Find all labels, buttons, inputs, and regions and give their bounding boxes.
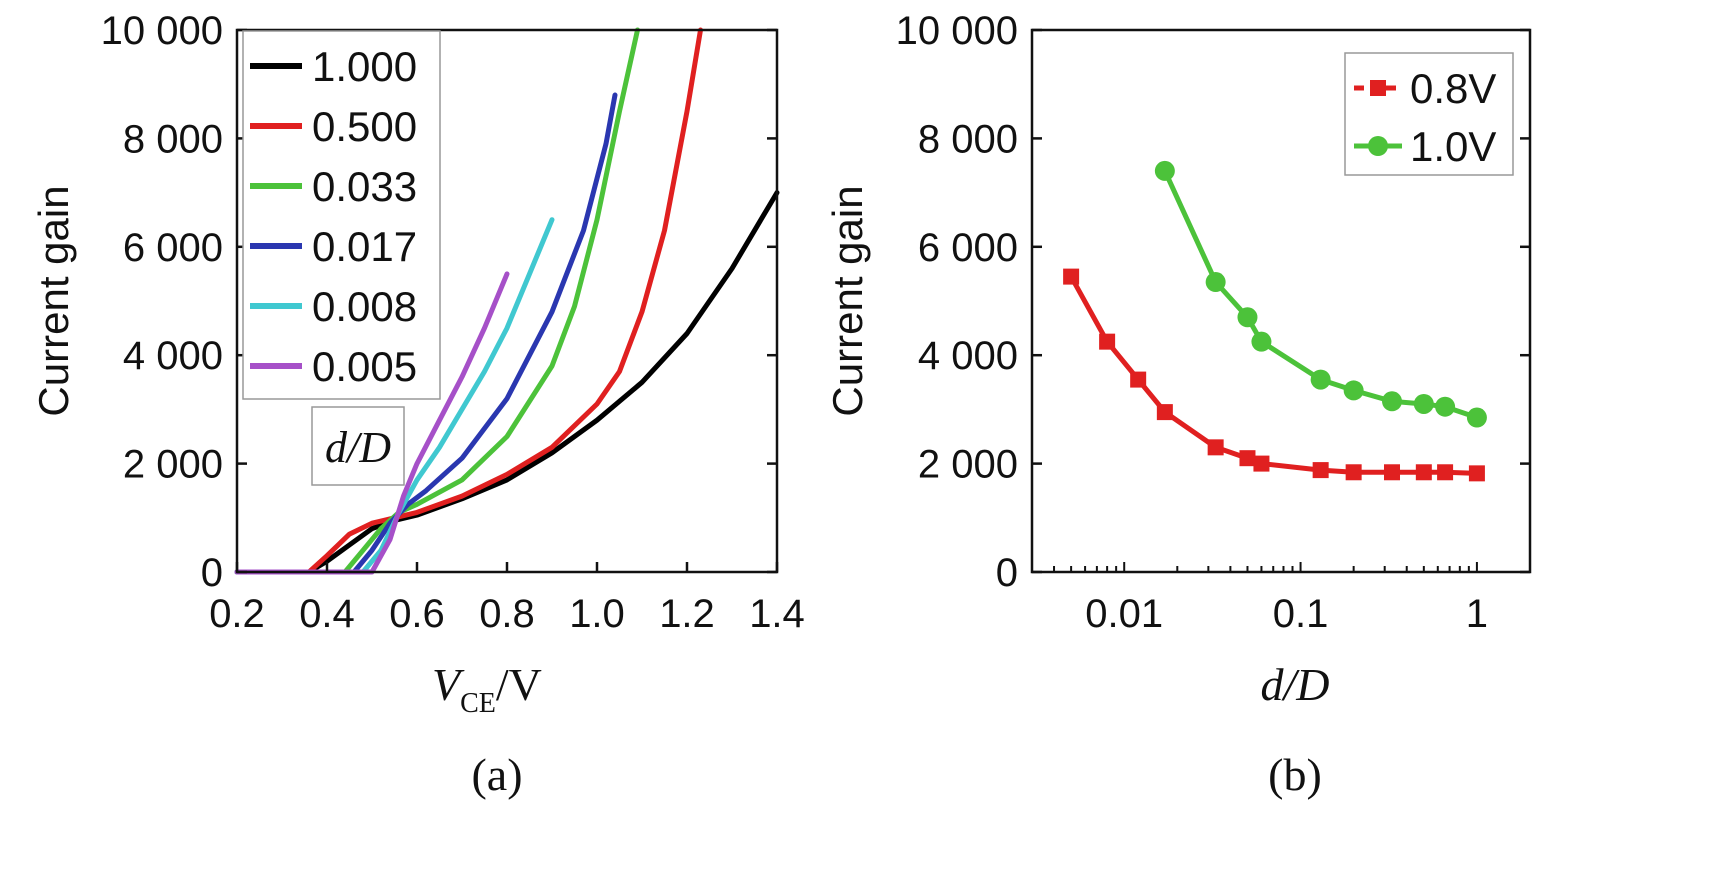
x-axis-label-sub: CE	[460, 688, 496, 719]
legend-label: 1.000	[312, 43, 417, 90]
y-tick-label: 4 000	[123, 334, 223, 378]
x-tick-label: 0.01	[1085, 592, 1163, 636]
x-tick-label: 0.6	[389, 592, 445, 636]
series-line-0.017	[234, 92, 618, 575]
data-point-0.8V	[1415, 464, 1432, 481]
data-point-1.0V	[1310, 369, 1331, 390]
x-tick-label: 0.4	[299, 592, 355, 636]
y-tick-label: 8 000	[918, 117, 1018, 161]
series-line-1.000	[234, 190, 780, 575]
legend-label: 0.005	[312, 343, 417, 390]
data-point-1.0V	[1382, 391, 1403, 412]
y-tick-label: 6 000	[918, 226, 1018, 270]
legend-label: 0.033	[312, 163, 417, 210]
x-tick-label: 1.4	[749, 592, 805, 636]
series-line-1.0V	[1162, 169, 1478, 420]
legend-label: 0.8V	[1410, 65, 1496, 112]
y-axis-label: Current gain	[824, 185, 871, 416]
y-tick-label: 8 000	[123, 117, 223, 161]
data-point-0.8V	[1099, 333, 1116, 350]
x-axis-label: d/D	[1261, 659, 1330, 710]
y-tick-label: 2 000	[123, 443, 223, 487]
y-axis-label: Current gain	[30, 185, 77, 416]
panel-b: 0.01 0.1 1 0 2 000 4 000 6 000 8 000 10 000 Curre…	[824, 9, 1532, 800]
data-point-1.0V	[1343, 380, 1364, 401]
panel-label-a: (a)	[471, 749, 522, 800]
data-point-1.0V	[1237, 307, 1258, 328]
panel-label-b: (b)	[1268, 749, 1322, 800]
data-point-1.0V	[1251, 331, 1272, 352]
x-axis-label-unit: /V	[496, 659, 542, 710]
series-line-0.005	[234, 271, 510, 575]
data-point-0.8V	[1130, 371, 1147, 388]
data-point-0.8V	[1312, 462, 1329, 479]
y-tick-label: 0	[201, 551, 223, 595]
legend-box	[242, 30, 441, 400]
series-line-0.008	[234, 217, 555, 575]
data-point-1.0V	[1466, 407, 1487, 428]
legend-label: 0.017	[312, 223, 417, 270]
y-tick-label: 10 000	[896, 9, 1018, 53]
data-point-0.8V	[1207, 439, 1224, 456]
y-tick-label: 2 000	[918, 443, 1018, 487]
data-point-0.8V	[1345, 464, 1362, 481]
plot-frame	[1030, 28, 1532, 574]
legend-box	[1344, 52, 1514, 176]
y-tick-label: 0	[996, 551, 1018, 595]
data-point-0.8V	[1384, 464, 1401, 481]
legend-title: d/D	[325, 423, 391, 472]
legend-label: 0.500	[312, 103, 417, 150]
legend-marker	[1368, 136, 1388, 156]
legend-label: 0.008	[312, 283, 417, 330]
x-tick-label: 1.0	[569, 592, 625, 636]
panel-a: 0.2 0.4 0.6 0.8 1.0 1.2 1.4 0 2 000 4 000 6 000 8 0…	[30, 9, 805, 800]
data-point-0.8V	[1063, 268, 1080, 285]
data-point-1.0V	[1413, 393, 1434, 414]
y-tick-label: 4 000	[918, 334, 1018, 378]
data-point-0.8V	[1468, 465, 1485, 482]
x-axis-label: VCE/V	[432, 659, 542, 719]
x-axis-label-main: V	[432, 659, 465, 710]
data-point-0.8V	[1437, 464, 1454, 481]
data-point-1.0V	[1205, 272, 1226, 293]
legend-label: 1.0V	[1410, 123, 1496, 170]
data-point-1.0V	[1154, 160, 1175, 181]
x-tick-label: 0.8	[479, 592, 535, 636]
x-tick-label: 1	[1466, 592, 1488, 636]
y-tick-label: 6 000	[123, 226, 223, 270]
data-point-0.8V	[1239, 450, 1256, 467]
x-tick-label: 0.1	[1273, 592, 1329, 636]
y-tick-label: 10 000	[101, 9, 223, 53]
x-tick-label: 0.2	[209, 592, 265, 636]
series-line-0.033	[234, 27, 640, 575]
data-point-0.8V	[1156, 404, 1173, 421]
data-point-1.0V	[1435, 396, 1456, 417]
data-point-0.8V	[1253, 455, 1270, 472]
x-tick-label: 1.2	[659, 592, 715, 636]
legend-marker	[1370, 80, 1386, 96]
legend-title-box	[311, 406, 405, 486]
series-line-0.500	[234, 27, 703, 575]
